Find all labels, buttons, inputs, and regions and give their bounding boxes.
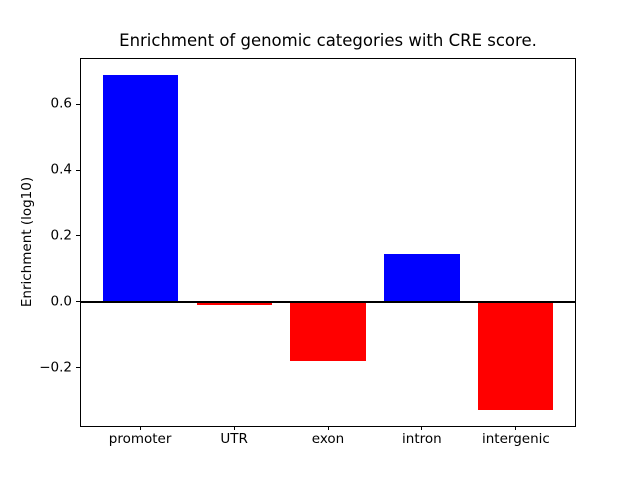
chart-title: Enrichment of genomic categories with CR…	[119, 31, 537, 50]
bar-exon	[290, 301, 366, 361]
y-tick	[76, 103, 80, 105]
y-tick-label: 0.6	[50, 95, 72, 112]
bar-UTR	[196, 301, 272, 305]
y-tick-label: 0.4	[50, 161, 72, 178]
bar-intergenic	[478, 301, 554, 411]
x-tick	[421, 426, 423, 430]
y-tick	[76, 367, 80, 368]
x-tick	[327, 426, 329, 430]
bar-intron	[384, 254, 460, 302]
y-tick-label: 0.0	[50, 292, 72, 309]
x-tick-label-exon: exon	[311, 431, 345, 447]
x-tick	[139, 426, 141, 430]
x-tick-label-intron: intron	[402, 431, 442, 447]
x-tick	[233, 426, 235, 430]
y-tick-label: 0.2	[50, 227, 72, 244]
x-tick-label-UTR: UTR	[220, 431, 248, 447]
plot-area	[80, 58, 576, 427]
x-tick	[515, 426, 517, 430]
y-tick	[76, 169, 80, 171]
bar-promoter	[102, 74, 178, 302]
zero-line	[80, 300, 576, 303]
x-tick-label-intergenic: intergenic	[481, 431, 550, 447]
y-tick	[76, 235, 80, 237]
y-tick-label: −0.2	[39, 358, 72, 375]
y-tick	[76, 301, 80, 303]
x-tick-label-promoter: promoter	[108, 431, 172, 447]
